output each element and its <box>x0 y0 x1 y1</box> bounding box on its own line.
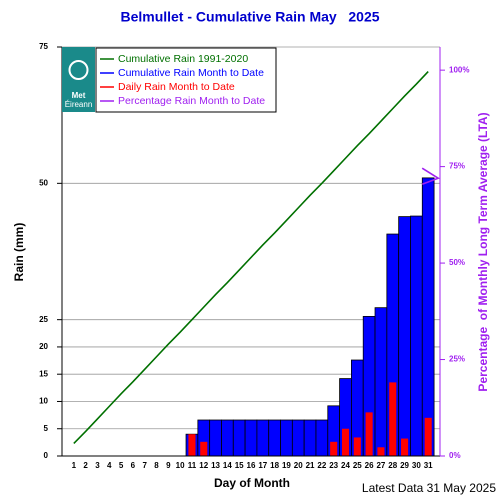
x-tick-label: 10 <box>176 461 185 470</box>
x-tick-label: 29 <box>400 461 409 470</box>
x-tick-label: 11 <box>188 461 197 470</box>
x-tick-label: 24 <box>341 461 350 470</box>
daily-bar <box>341 428 350 456</box>
daily-bar <box>365 412 373 456</box>
x-tick-label: 1 <box>72 461 77 470</box>
legend-label: Daily Rain Month to Date <box>118 81 235 93</box>
x-tick-label: 21 <box>306 461 315 470</box>
logo-text: Met <box>72 91 86 100</box>
lta-line <box>73 70 429 445</box>
x-tick-label: 4 <box>107 461 112 470</box>
bar <box>244 419 258 457</box>
bar <box>221 419 234 457</box>
bar <box>291 419 305 457</box>
y-tick-label: 10 <box>39 397 48 406</box>
daily-bar <box>424 417 432 456</box>
x-tick-label: 20 <box>294 461 303 470</box>
x-tick-label: 30 <box>412 461 421 470</box>
chart-title: Belmullet - Cumulative Rain May 2025 <box>120 9 379 25</box>
legend-box <box>95 47 277 113</box>
x-axis-label: Day of Month <box>214 476 290 490</box>
x-tick-label: 3 <box>95 461 100 470</box>
x-tick-label: 2 <box>83 461 88 470</box>
bar <box>303 419 317 457</box>
x-tick-label: 17 <box>258 461 267 470</box>
x-tick-label: 19 <box>282 461 291 470</box>
daily-bar <box>389 382 397 456</box>
x-tick-label: 22 <box>317 461 326 470</box>
y-axis-label: Rain (mm) <box>12 223 26 282</box>
footer: Latest Data 31 May 2025 <box>362 481 496 495</box>
y2-tick-label: 75% <box>449 162 465 171</box>
y-tick-label: 0 <box>44 451 49 460</box>
x-tick-label: 6 <box>131 461 136 470</box>
bar <box>410 215 423 457</box>
bar <box>256 419 270 457</box>
bar <box>268 419 281 457</box>
bar <box>421 177 435 457</box>
y-tick-label: 50 <box>39 178 48 187</box>
y2-axis-label: Percentage of Monthly Long Term Average … <box>476 112 490 391</box>
x-tick-label: 5 <box>119 461 124 470</box>
x-tick-label: 31 <box>424 461 433 470</box>
y2-tick-label: 100% <box>449 65 469 74</box>
y-tick-label: 25 <box>39 315 48 324</box>
percent-marker <box>421 167 440 185</box>
x-tick-label: 28 <box>388 461 397 470</box>
x-tick-label: 9 <box>166 461 171 470</box>
x-tick-label: 7 <box>142 461 147 470</box>
x-tick-label: 16 <box>247 461 256 470</box>
legend-label: Cumulative Rain Month to Date <box>118 67 264 79</box>
bar <box>209 419 222 457</box>
y-tick-label: 75 <box>39 42 48 51</box>
x-tick-label: 13 <box>211 461 220 470</box>
x-tick-label: 12 <box>199 461 208 470</box>
daily-bar <box>353 437 361 456</box>
x-tick-label: 18 <box>270 461 279 470</box>
x-tick-label: 8 <box>154 461 159 470</box>
daily-bar <box>200 441 208 456</box>
y-tick-label: 5 <box>44 424 49 433</box>
x-tick-label: 26 <box>365 461 374 470</box>
y2-tick-label: 0% <box>449 451 461 460</box>
logo-text: Éireann <box>65 100 93 109</box>
x-tick-label: 27 <box>376 461 385 470</box>
daily-bar <box>188 434 196 456</box>
bar <box>232 419 246 457</box>
legend-label: Percentage Rain Month to Date <box>118 95 265 107</box>
x-tick-label: 23 <box>329 461 338 470</box>
y-tick-label: 15 <box>39 369 48 378</box>
bar <box>280 419 293 457</box>
bar <box>315 419 329 457</box>
daily-bar <box>401 438 409 456</box>
x-tick-label: 15 <box>235 461 244 470</box>
daily-bar <box>330 441 338 456</box>
legend-label: Cumulative Rain 1991-2020 <box>118 53 248 65</box>
y-tick-label: 20 <box>39 342 48 351</box>
logo-swirl <box>68 60 89 80</box>
bar <box>398 216 411 457</box>
y2-tick-label: 50% <box>449 258 465 267</box>
x-tick-label: 25 <box>353 461 362 470</box>
bar <box>374 307 388 457</box>
x-tick-label: 14 <box>223 461 232 470</box>
daily-bar <box>377 447 385 456</box>
y2-tick-label: 25% <box>449 355 465 364</box>
